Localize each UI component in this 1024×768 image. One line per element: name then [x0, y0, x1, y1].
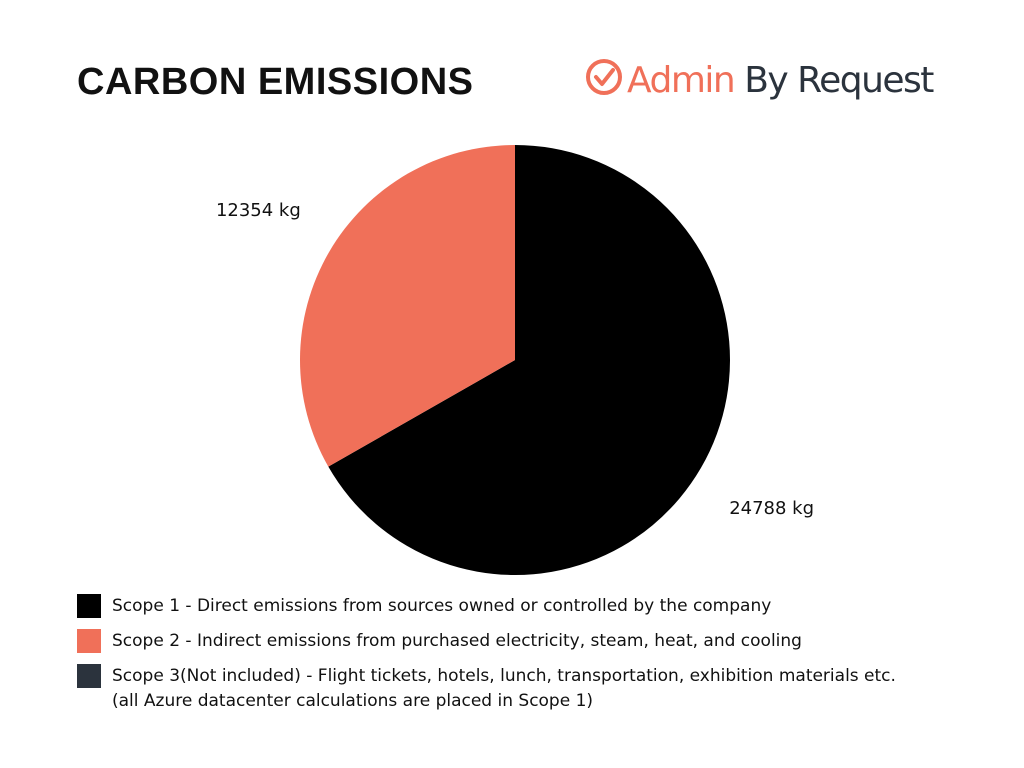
logo-rest: By Request	[744, 60, 934, 101]
chart-title: CARBON EMISSIONS	[77, 61, 473, 103]
logo-check	[594, 68, 615, 86]
legend-label: Scope 1 - Direct emissions from sources …	[112, 596, 772, 616]
legend: Scope 1 - Direct emissions from sources …	[77, 594, 917, 724]
logo-text: Admin By Request	[627, 60, 934, 101]
legend-item: Scope 1 - Direct emissions from sources …	[77, 594, 917, 619]
legend-swatch	[77, 594, 101, 618]
pie-slice	[328, 145, 731, 575]
legend-swatch	[77, 664, 101, 688]
logo-icon	[586, 59, 622, 95]
legend-item: Scope 3(Not included) - Flight tickets, …	[77, 664, 917, 714]
legend-item: Scope 2 - Indirect emissions from purcha…	[77, 629, 917, 654]
value-label: 12354 kg	[216, 200, 301, 221]
logo-admin: Admin	[627, 60, 734, 101]
value-label: 24788 kg	[729, 498, 814, 519]
legend-label: Scope 3(Not included) - Flight tickets, …	[112, 666, 896, 711]
pie-slice	[300, 145, 515, 467]
legend-swatch	[77, 629, 101, 653]
logo: Admin By Request	[586, 59, 936, 101]
legend-label: Scope 2 - Indirect emissions from purcha…	[112, 631, 802, 651]
